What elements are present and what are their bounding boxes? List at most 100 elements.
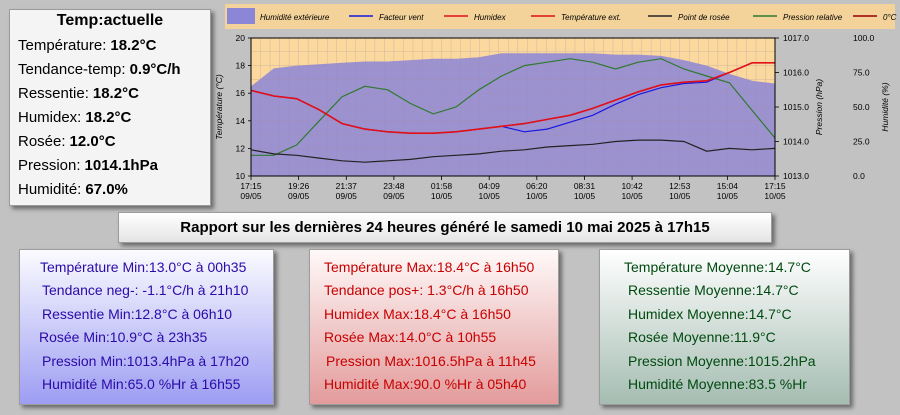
x-tick-date: 10/05 — [431, 191, 453, 201]
x-tick-date: 10/05 — [574, 191, 596, 201]
legend-label: Humidex — [474, 13, 507, 22]
avg-stat-humidex: Humidex Moyenne:14.7°C — [628, 305, 792, 322]
current-conditions-panel: Temp:actuelle Température: 18.2°C Tendanc… — [9, 9, 211, 206]
legend-label: Température ext. — [561, 13, 621, 22]
humidity-axis-tick: 0.0 — [853, 171, 865, 181]
left-axis-tick: 14 — [236, 116, 246, 126]
row-label: Humidité: — [18, 181, 82, 198]
min-stat-tendance: Tendance neg-: -1.1°C/h à 21h10 — [42, 282, 249, 299]
x-tick-date: 10/05 — [717, 191, 739, 201]
max-stat-humidex: Humidex Max:18.4°C à 16h50 — [324, 305, 511, 322]
pressure-axis-tick: 1014.0 — [783, 137, 809, 147]
row-value: 18.2°C — [110, 37, 157, 54]
min-stats-box: Température Min:13.0°C à 00h35 Tendance … — [19, 249, 274, 405]
x-tick-time: 01:58 — [431, 181, 453, 191]
avg-stat-temperature: Température Moyenne:14.7°C — [624, 259, 811, 275]
x-tick-date: 10/05 — [764, 191, 786, 201]
row-value: 1014.1hPa — [84, 157, 158, 174]
series-line-humidex — [250, 61, 775, 134]
report-banner: Rapport sur les dernières 24 heures géné… — [118, 212, 772, 243]
x-tick-time: 06:20 — [526, 181, 548, 191]
x-tick-date: 10/05 — [669, 191, 691, 201]
current-row-temperature: Température: 18.2°C — [18, 34, 202, 58]
pressure-axis-tick: 1017.0 — [783, 33, 809, 43]
legend-label: Humidité extérieure — [260, 13, 330, 22]
left-axis-tick: 18 — [236, 61, 246, 71]
x-tick-date: 10/05 — [479, 191, 501, 201]
avg-stat-humidite: Humidité Moyenne:83.5 %Hr — [628, 375, 807, 392]
left-axis-tick: 20 — [236, 33, 246, 43]
min-stat-humidite: Humidité Min:65.0 %Hr à 16h55 — [42, 375, 241, 392]
x-tick-date: 09/05 — [383, 191, 405, 201]
pressure-axis-tick: 1015.0 — [783, 102, 809, 112]
weather-chart-svg: Humidité extérieure Facteur vent Humidex Te… — [214, 4, 897, 201]
humidity-axis-tick: 25.0 — [853, 137, 870, 147]
avg-stat-ressentie: Ressentie Moyenne:14.7°C — [628, 282, 799, 299]
left-axis-tick: 12 — [236, 143, 246, 153]
row-value: 18.2°C — [85, 109, 132, 126]
max-stat-temperature: Température Max:18.4°C à 16h50 — [324, 259, 535, 275]
x-tick-date: 09/05 — [288, 191, 310, 201]
current-title: Temp:actuelle — [56, 12, 164, 29]
row-label: Température: — [18, 37, 107, 54]
left-axis-label: Température (°C) — [214, 74, 224, 140]
avg-stat-pression: Pression Moyenne:1015.2hPa — [628, 352, 816, 369]
row-label: Humidex: — [18, 109, 82, 126]
row-value: 67.0% — [85, 181, 128, 198]
left-axis-tick: 10 — [236, 171, 246, 181]
row-label: Rosée: — [18, 133, 66, 150]
row-label: Ressentie: — [18, 85, 89, 102]
row-label: Pression: — [18, 157, 81, 174]
x-tick-time: 23:48 — [383, 181, 405, 191]
row-value: 12.0°C — [69, 133, 116, 150]
legend-label: Pression relative — [783, 13, 843, 22]
series-line-point-de-ros-e — [250, 139, 776, 163]
avg-stat-rosee: Rosée Moyenne:11.9°C — [628, 329, 776, 346]
current-row-humidite: Humidité: 67.0% — [18, 178, 202, 202]
legend-bar — [225, 4, 895, 29]
legend-label: Point de rosée — [678, 13, 730, 22]
humidity-area — [251, 53, 775, 177]
humidity-axis-tick: 100.0 — [853, 33, 875, 43]
x-tick-date: 10/05 — [621, 191, 643, 201]
max-stats-box: Température Max:18.4°C à 16h50 Tendance … — [309, 249, 559, 405]
x-tick-time: 17:15 — [764, 181, 786, 191]
current-row-ressentie: Ressentie: 18.2°C — [18, 82, 202, 106]
row-label: Tendance-temp: — [18, 61, 126, 78]
left-axis-tick: 16 — [236, 88, 246, 98]
x-tick-date: 09/05 — [336, 191, 358, 201]
current-row-tendance: Tendance-temp: 0.9°C/h — [18, 58, 202, 82]
x-tick-time: 19:26 — [288, 181, 310, 191]
avg-stats-box: Température Moyenne:14.7°C Ressentie Moy… — [599, 249, 850, 405]
row-value: 18.2°C — [92, 85, 139, 102]
max-stat-pression: Pression Max:1016.5hPa à 11h45 — [326, 352, 536, 369]
current-row-pression: Pression: 1014.1hPa — [18, 154, 202, 178]
legend-label: 0°C — [883, 13, 897, 22]
min-stat-pression: Pression Min:1013.4hPa à 17h20 — [42, 352, 250, 369]
max-stat-rosee: Rosée Max:14.0°C à 10h55 — [324, 329, 497, 346]
humidity-axis-label: Humidité (%) — [880, 82, 890, 131]
series-line-pression-relative — [251, 58, 776, 156]
current-row-rosee: Rosée: 12.0°C — [18, 130, 202, 154]
legend-label: Facteur vent — [379, 13, 424, 22]
x-tick-time: 21:37 — [336, 181, 358, 191]
x-tick-time: 12:53 — [669, 181, 691, 191]
pressure-axis-label: Pression (hPa) — [814, 79, 824, 135]
current-row-humidex: Humidex: 18.2°C — [18, 106, 202, 130]
min-stat-rosee: Rosée Min:10.9°C à 23h35 — [39, 329, 208, 346]
x-tick-date: 09/05 — [240, 191, 262, 201]
x-tick-time: 10:42 — [621, 181, 643, 191]
x-tick-date: 10/05 — [526, 191, 548, 201]
min-stat-ressentie: Ressentie Min:12.8°C à 06h10 — [42, 305, 233, 322]
x-tick-time: 15:04 — [717, 181, 739, 191]
min-stat-temperature: Température Min:13.0°C à 00h35 — [40, 259, 247, 275]
humidity-axis-tick: 75.0 — [853, 68, 870, 78]
pressure-axis-tick: 1013.0 — [783, 171, 809, 181]
max-stat-tendance: Tendance pos+: 1.3°C/h à 16h50 — [324, 282, 529, 299]
max-stat-humidite: Humidité Max:90.0 %Hr à 05h40 — [324, 375, 527, 392]
weather-chart: Humidité extérieure Facteur vent Humidex Te… — [213, 2, 898, 212]
x-tick-time: 17:15 — [240, 181, 262, 191]
pressure-axis-tick: 1016.0 — [783, 68, 809, 78]
row-value: 0.9°C/h — [129, 61, 181, 78]
humidity-axis-tick: 50.0 — [853, 102, 870, 112]
